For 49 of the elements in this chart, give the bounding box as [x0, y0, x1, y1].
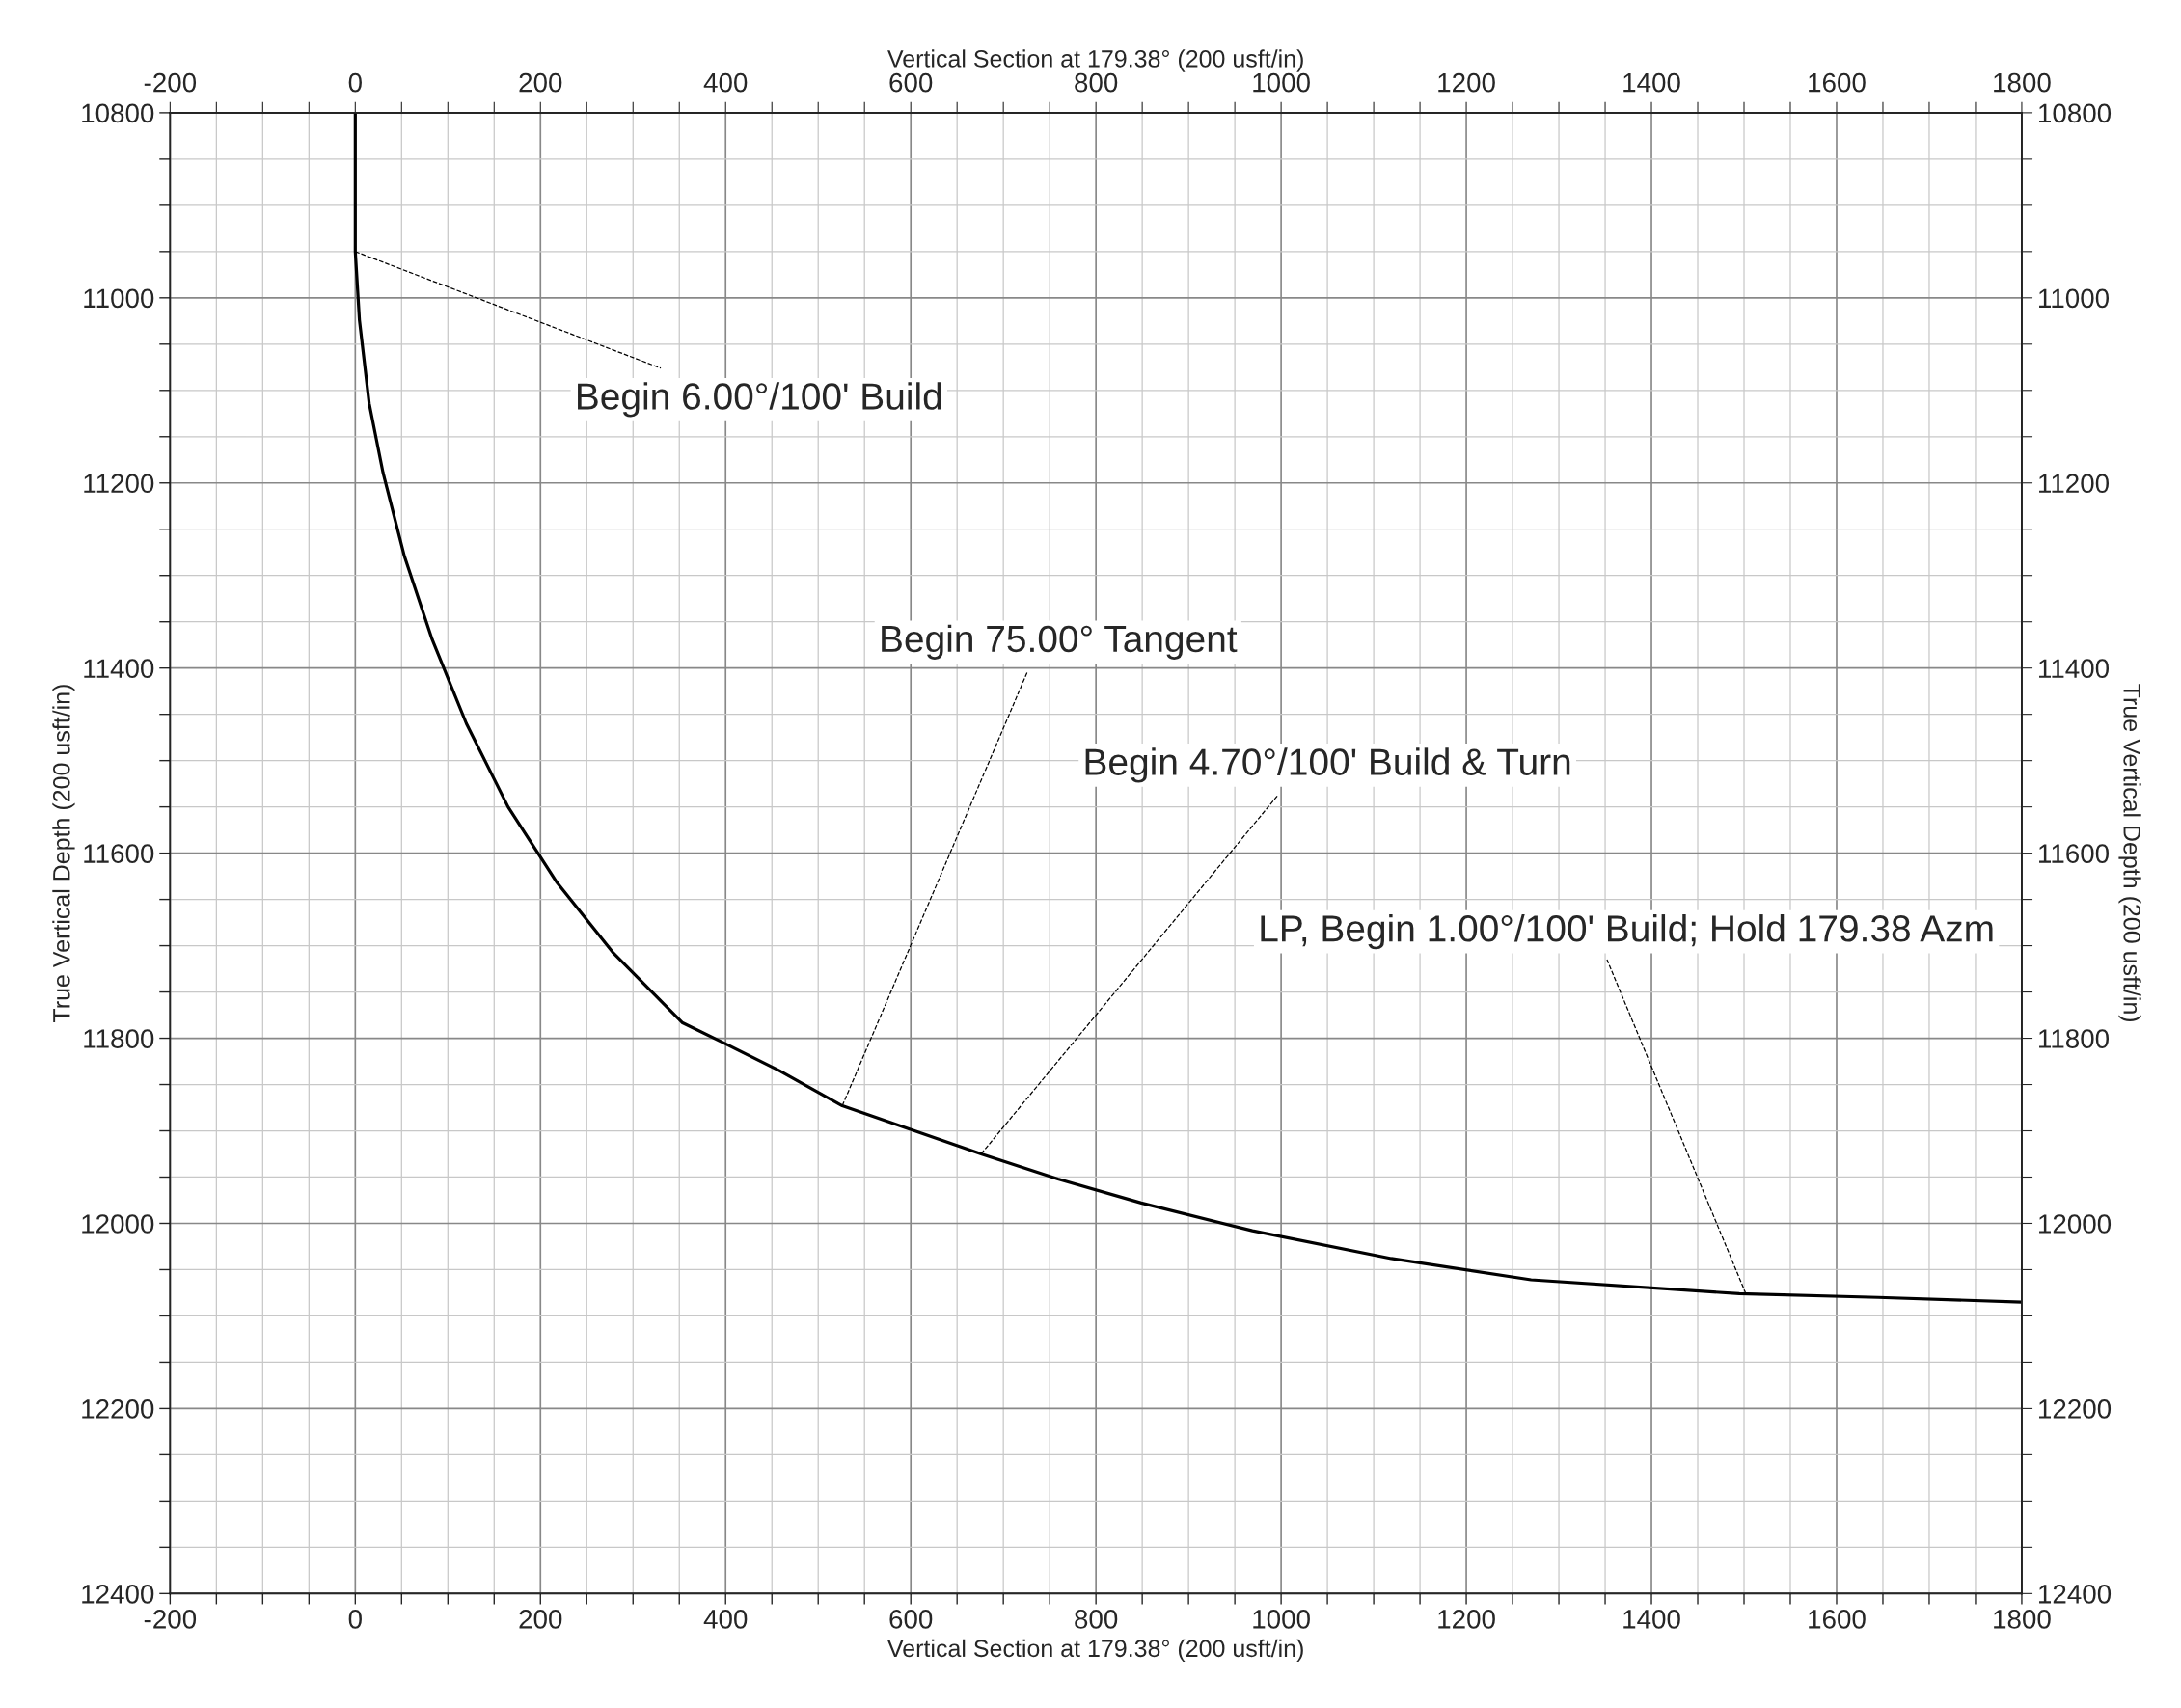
- y-axis-title: True Vertical Depth (200 usft/in): [52, 685, 75, 1023]
- y2-tick-label: 11800: [2039, 1029, 2110, 1048]
- y2-tick-label: 12400: [2039, 1585, 2112, 1604]
- annotation: Begin 4.70°/100' Build & Turn: [1085, 747, 1570, 783]
- x-tick-label: 800: [1075, 1610, 1118, 1629]
- x-tick-label: 1800: [1994, 1610, 2051, 1629]
- x2-tick-label: 0: [348, 72, 362, 93]
- y-tick-label: 12400: [82, 1585, 154, 1604]
- y2-tick-label: 11400: [2039, 659, 2110, 679]
- annotation: LP, Begin 1.00°/100' Build; Hold 179.38 Azm: [1261, 914, 1993, 950]
- x2-tick-label: 1600: [1809, 72, 1866, 93]
- y-tick-label: 11200: [84, 474, 154, 494]
- y-tick-label: 12200: [82, 1399, 154, 1419]
- line-series: [353, 112, 2022, 1304]
- x-tick-label: 400: [703, 1610, 748, 1629]
- y2-tick-label: 11600: [2039, 844, 2110, 863]
- x2-tick-label: 1800: [1994, 72, 2051, 93]
- x-tick-label: 200: [519, 1610, 562, 1629]
- x2-axis-title: Vertical Section at 179.38° (200 usft/in): [887, 49, 1303, 72]
- x2-tick-label: -200: [144, 72, 197, 93]
- y2-tick-label: 12200: [2039, 1399, 2112, 1419]
- x-tick-label: 1000: [1253, 1610, 1310, 1629]
- x-axis-title: Vertical Section at 179.38° (200 usft/in): [887, 1639, 1303, 1663]
- y2-tick-label: 11200: [2039, 474, 2110, 494]
- y-tick-label: 11000: [84, 288, 154, 309]
- x-tick-label: 1400: [1623, 1610, 1680, 1629]
- y2-tick-label: 10800: [2039, 103, 2112, 123]
- y-tick-label: 11800: [84, 1029, 154, 1048]
- x-tick-label: 1200: [1438, 1610, 1495, 1629]
- x2-tick-label: 1200: [1438, 72, 1495, 93]
- x2-tick-label: 600: [889, 72, 933, 93]
- x-tick-label: 0: [348, 1610, 362, 1629]
- x-tick-label: 1600: [1809, 1610, 1866, 1629]
- y-tick-label: 11600: [84, 844, 154, 863]
- y2-tick-label: 11000: [2039, 288, 2110, 309]
- y-tick-label: 12000: [82, 1214, 154, 1234]
- annotation: Begin 6.00°/100' Build: [578, 382, 941, 418]
- x-tick-label: -200: [144, 1610, 197, 1629]
- y2-tick-label: 12000: [2039, 1214, 2112, 1234]
- y-tick-label: 11400: [84, 659, 154, 679]
- annotation: Begin 75.00° Tangent: [882, 624, 1238, 660]
- x-tick-label: 600: [889, 1610, 933, 1629]
- x2-tick-label: 1000: [1253, 72, 1310, 93]
- y-tick-label: 10800: [82, 103, 154, 123]
- x2-tick-label: 1400: [1623, 72, 1680, 93]
- x2-tick-label: 200: [519, 72, 562, 93]
- x2-tick-label: 800: [1075, 72, 1118, 93]
- y2-axis-title: True Vertical Depth (200 usft/in): [2118, 684, 2141, 1022]
- x2-tick-label: 400: [703, 72, 748, 93]
